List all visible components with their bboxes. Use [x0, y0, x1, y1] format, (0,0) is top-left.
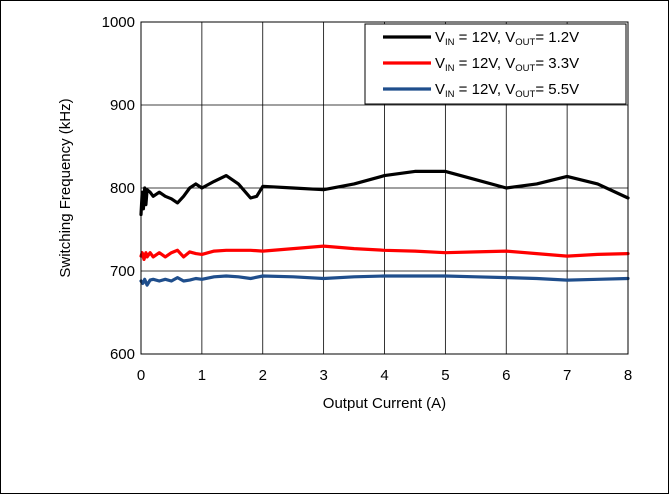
y-tick-label: 600	[110, 346, 135, 363]
y-tick-label: 800	[110, 180, 135, 197]
x-tick-label: 4	[380, 367, 388, 384]
x-tick-label: 7	[563, 367, 571, 384]
legend-label: VIN = 12V, VOUT= 3.3V	[435, 55, 579, 74]
x-tick-label: 3	[319, 367, 327, 384]
x-tick-label: 0	[137, 367, 145, 384]
y-tick-label: 1000	[102, 14, 135, 31]
y-tick-labels: 600 700 800 900 1000	[102, 14, 135, 363]
grid-lines	[141, 22, 628, 354]
legend: VIN = 12V, VOUT= 1.2V VIN = 12V, VOUT= 3.…	[364, 23, 627, 105]
series-line-1	[139, 169, 630, 217]
y-axis-label: Switching Frequency (kHz)	[57, 98, 74, 277]
plot-area-border	[140, 21, 629, 355]
legend-label: VIN = 12V, VOUT= 5.5V	[435, 81, 579, 100]
series-line-2	[139, 244, 630, 261]
series-lines	[139, 169, 630, 287]
x-tick-label: 6	[502, 367, 510, 384]
y-tick-label: 900	[110, 97, 135, 114]
legend-label: VIN = 12V, VOUT= 1.2V	[435, 29, 579, 48]
series-line-3	[139, 274, 630, 287]
x-tick-label: 1	[198, 367, 206, 384]
x-tick-label: 8	[624, 367, 632, 384]
y-tick-label: 700	[110, 263, 135, 280]
x-axis-label: Output Current (A)	[323, 395, 446, 412]
x-tick-label: 2	[259, 367, 267, 384]
x-tick-labels: 0 1 2 3 4 5 6 7 8	[137, 367, 632, 384]
x-tick-label: 5	[441, 367, 449, 384]
